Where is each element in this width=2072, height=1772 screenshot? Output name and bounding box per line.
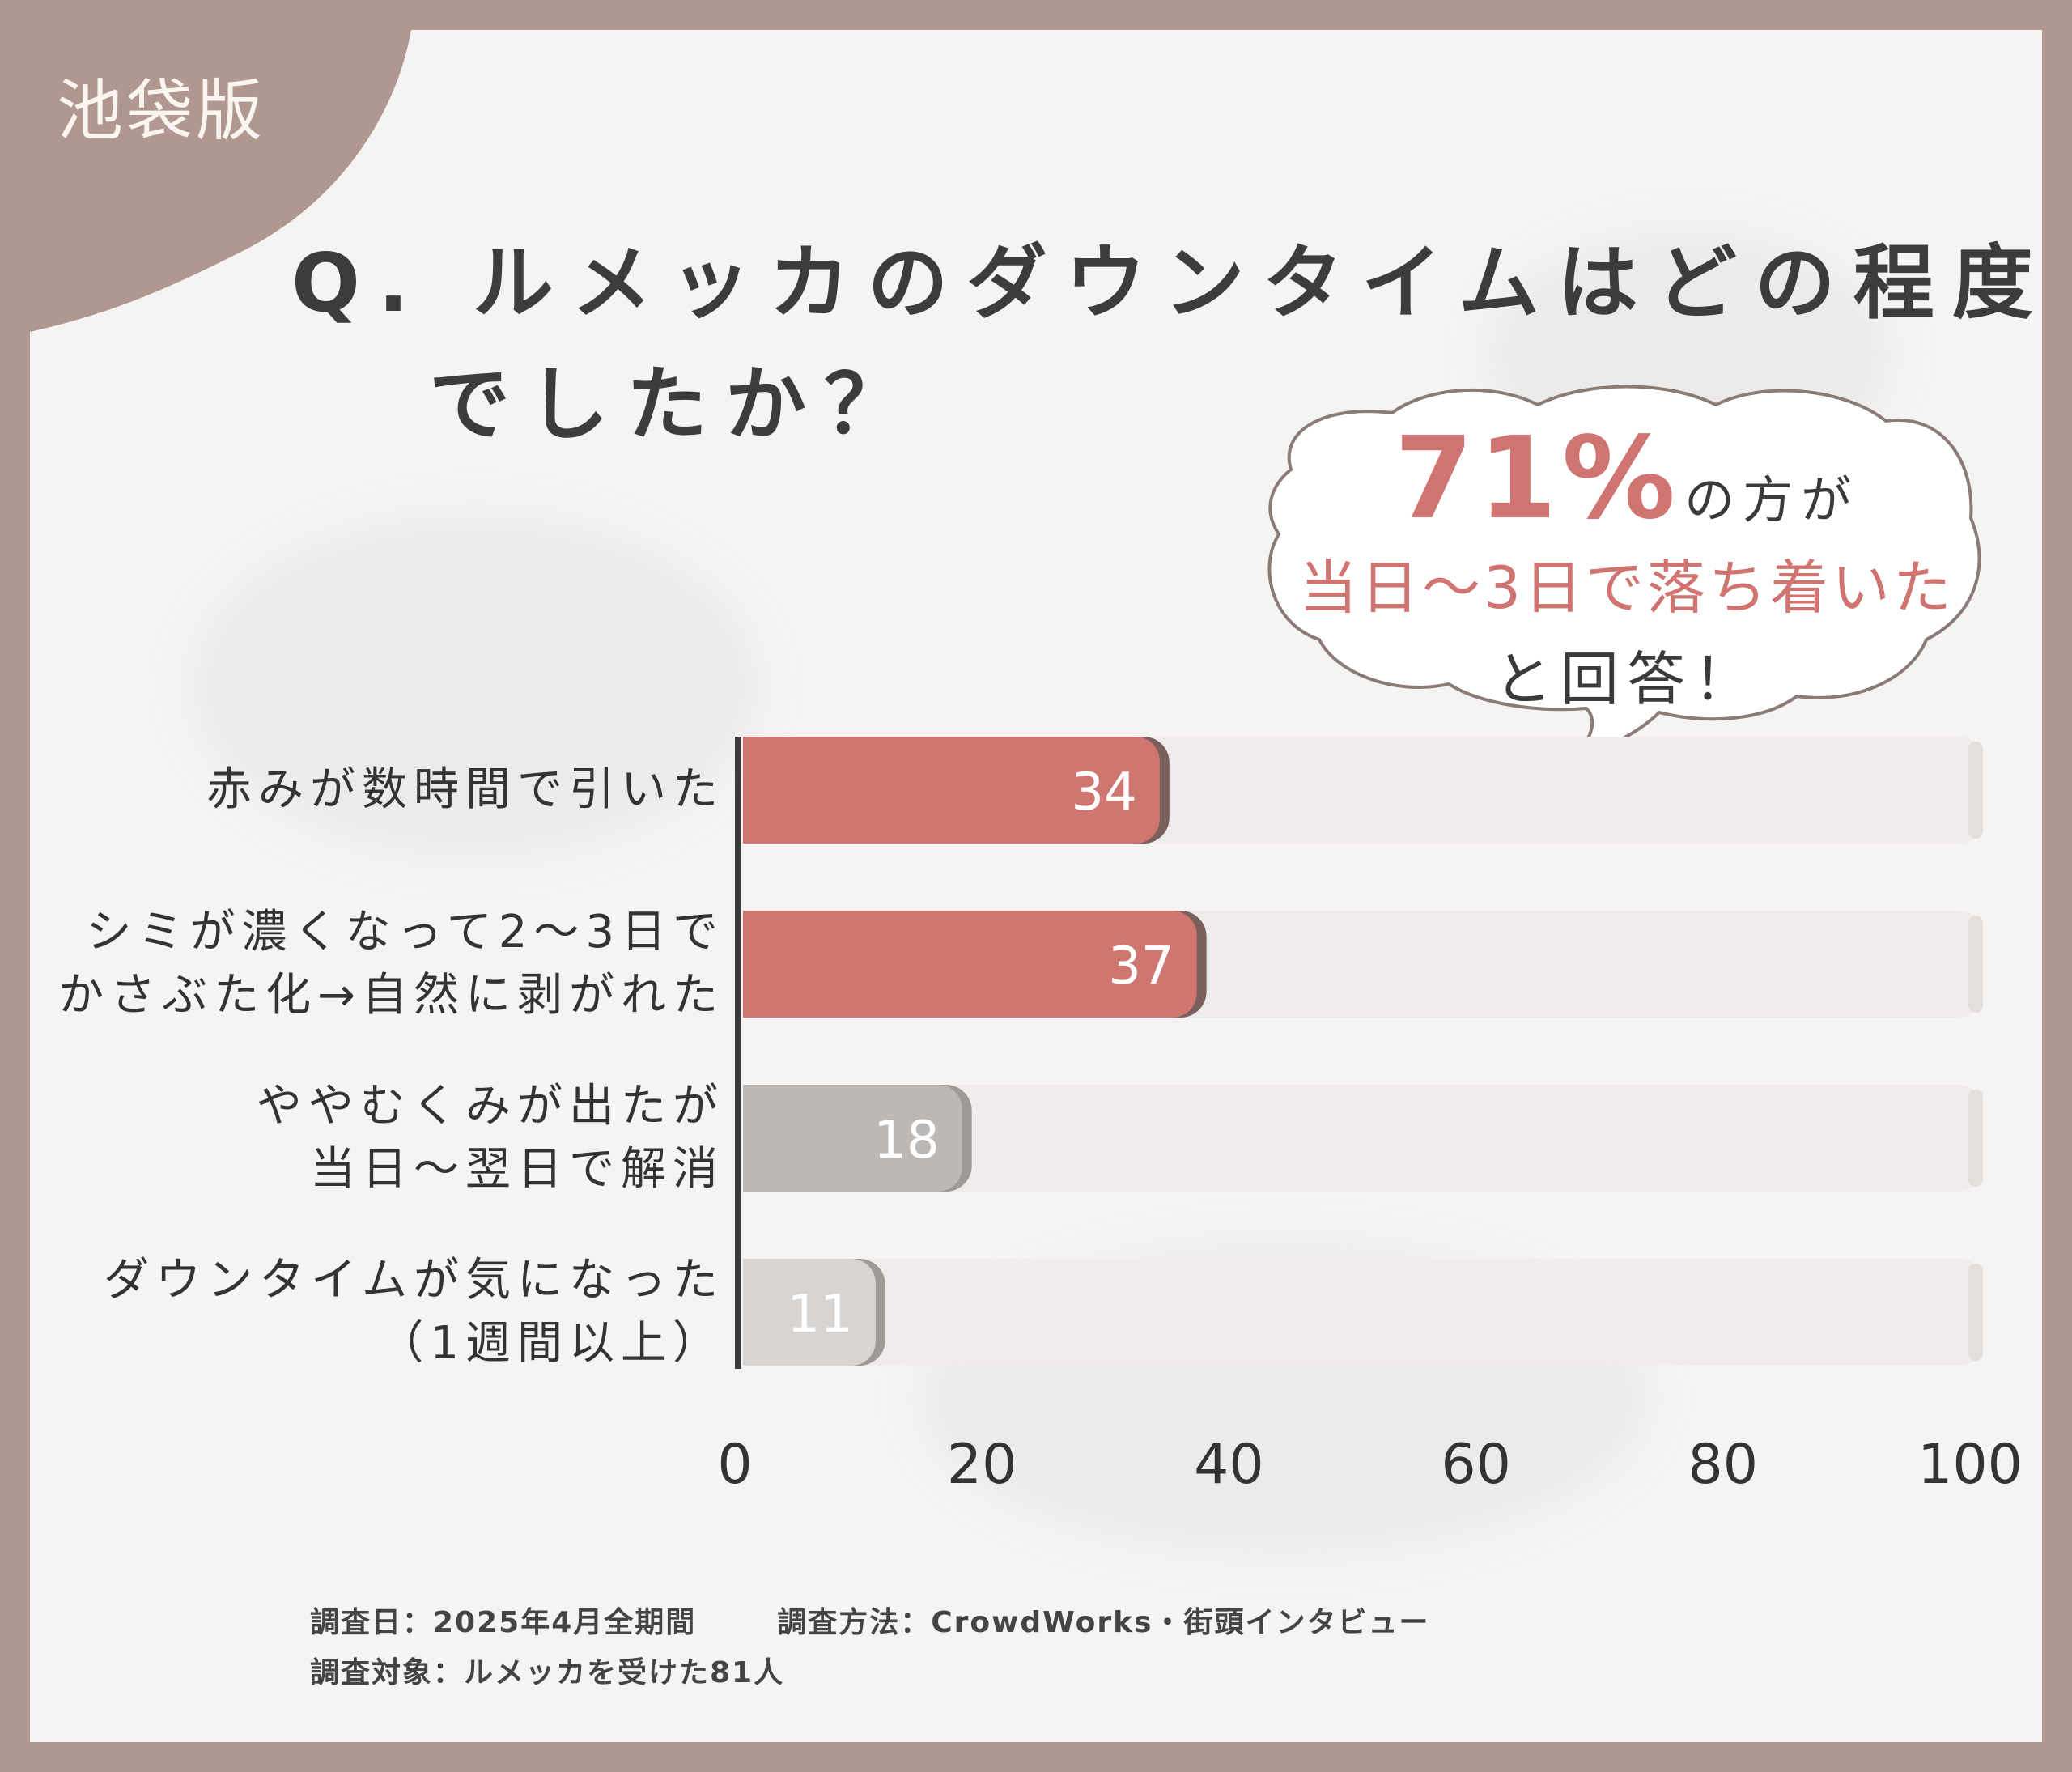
bar-value-label: 18 xyxy=(873,1111,939,1171)
x-tick-label: 100 xyxy=(1917,1433,2023,1497)
category-label: シミが濃くなって2〜3日でかさぶた化→自然に剥がれた xyxy=(58,901,724,1027)
footer-line-2: 調査対象：ルメッカを受けた81人 xyxy=(310,1649,784,1691)
bar-track-edge xyxy=(1968,916,1983,1013)
bar-value-label: 37 xyxy=(1108,937,1174,996)
category-label: ややむくみが出たが当日〜翌日で解消 xyxy=(257,1075,724,1201)
survey-method: 調査方法：CrowdWorks・街頭インタビュー xyxy=(777,1606,1430,1639)
survey-date: 調査日：2025年4月全期間 xyxy=(310,1606,697,1639)
x-tick-label: 80 xyxy=(1688,1433,1759,1497)
bar xyxy=(743,1259,876,1366)
x-tick-label: 40 xyxy=(1194,1433,1264,1497)
bars-group: 34 37 18 11 xyxy=(735,737,1983,1369)
bubble-highlight: 当日〜3日で落ち着いた xyxy=(1299,554,1955,622)
page-title: Q. ルメッカのダウンタイムはどの程度 でしたか？ xyxy=(291,223,2051,465)
region-tab-label: 池袋版 xyxy=(57,73,266,150)
category-label-line: （1週間以上） xyxy=(378,1317,724,1370)
category-label-line: 当日〜翌日で解消 xyxy=(310,1143,724,1196)
category-label-line: シミが濃くなって2〜3日で xyxy=(86,906,724,958)
background-shadow xyxy=(192,516,758,856)
corner-tab xyxy=(30,30,411,332)
bar-square-start xyxy=(743,1085,775,1192)
bar-track xyxy=(743,1085,1983,1192)
title-line-2: でしたか？ xyxy=(429,357,923,452)
category-label: ダウンタイムが気になった （1週間以上） xyxy=(104,1249,724,1375)
bar-track xyxy=(743,1259,1983,1366)
footer-line-1: 調査日：2025年4月全期間 調査方法：CrowdWorks・街頭インタビュー xyxy=(310,1599,1429,1641)
bar-track-edge xyxy=(1968,742,1983,839)
card-background xyxy=(30,30,2042,1742)
category-label-line: かさぶた化→自然に剥がれた xyxy=(58,969,724,1022)
category-label: 赤みが数時間で引いた xyxy=(206,759,724,822)
x-tick-label: 60 xyxy=(1441,1433,1511,1497)
bar xyxy=(743,1085,962,1192)
bar-square-start xyxy=(743,737,775,844)
bar xyxy=(743,911,1197,1018)
x-tick-label: 0 xyxy=(717,1433,753,1497)
category-label-line: ダウンタイムが気になった xyxy=(104,1254,724,1307)
survey-target: 調査対象：ルメッカを受けた81人 xyxy=(310,1656,785,1689)
x-tick-label: 20 xyxy=(946,1433,1017,1497)
bubble-closing: と回答！ xyxy=(1493,645,1760,713)
bar-square-start xyxy=(743,911,775,1018)
bar-value-label: 34 xyxy=(1071,763,1136,822)
title-line-1: Q. ルメッカのダウンタイムはどの程度 xyxy=(291,236,2051,330)
y-axis-line xyxy=(735,737,741,1369)
speech-bubble xyxy=(1267,385,1981,760)
bar-square-start xyxy=(743,1259,775,1366)
bar-track-edge xyxy=(1968,1264,1983,1361)
bubble-text: 71% の方が 当日〜3日で落ち着いた と回答！ xyxy=(1271,413,1983,716)
category-label-line: 赤みが数時間で引いた xyxy=(206,763,724,816)
bubble-suffix: の方が xyxy=(1684,470,1860,529)
bubble-percent: 71% xyxy=(1394,413,1680,545)
bar-track-edge xyxy=(1968,1090,1983,1187)
category-label-line: ややむくみが出たが xyxy=(256,1080,724,1132)
bar-value-label: 11 xyxy=(787,1285,852,1345)
bar xyxy=(743,737,1160,844)
